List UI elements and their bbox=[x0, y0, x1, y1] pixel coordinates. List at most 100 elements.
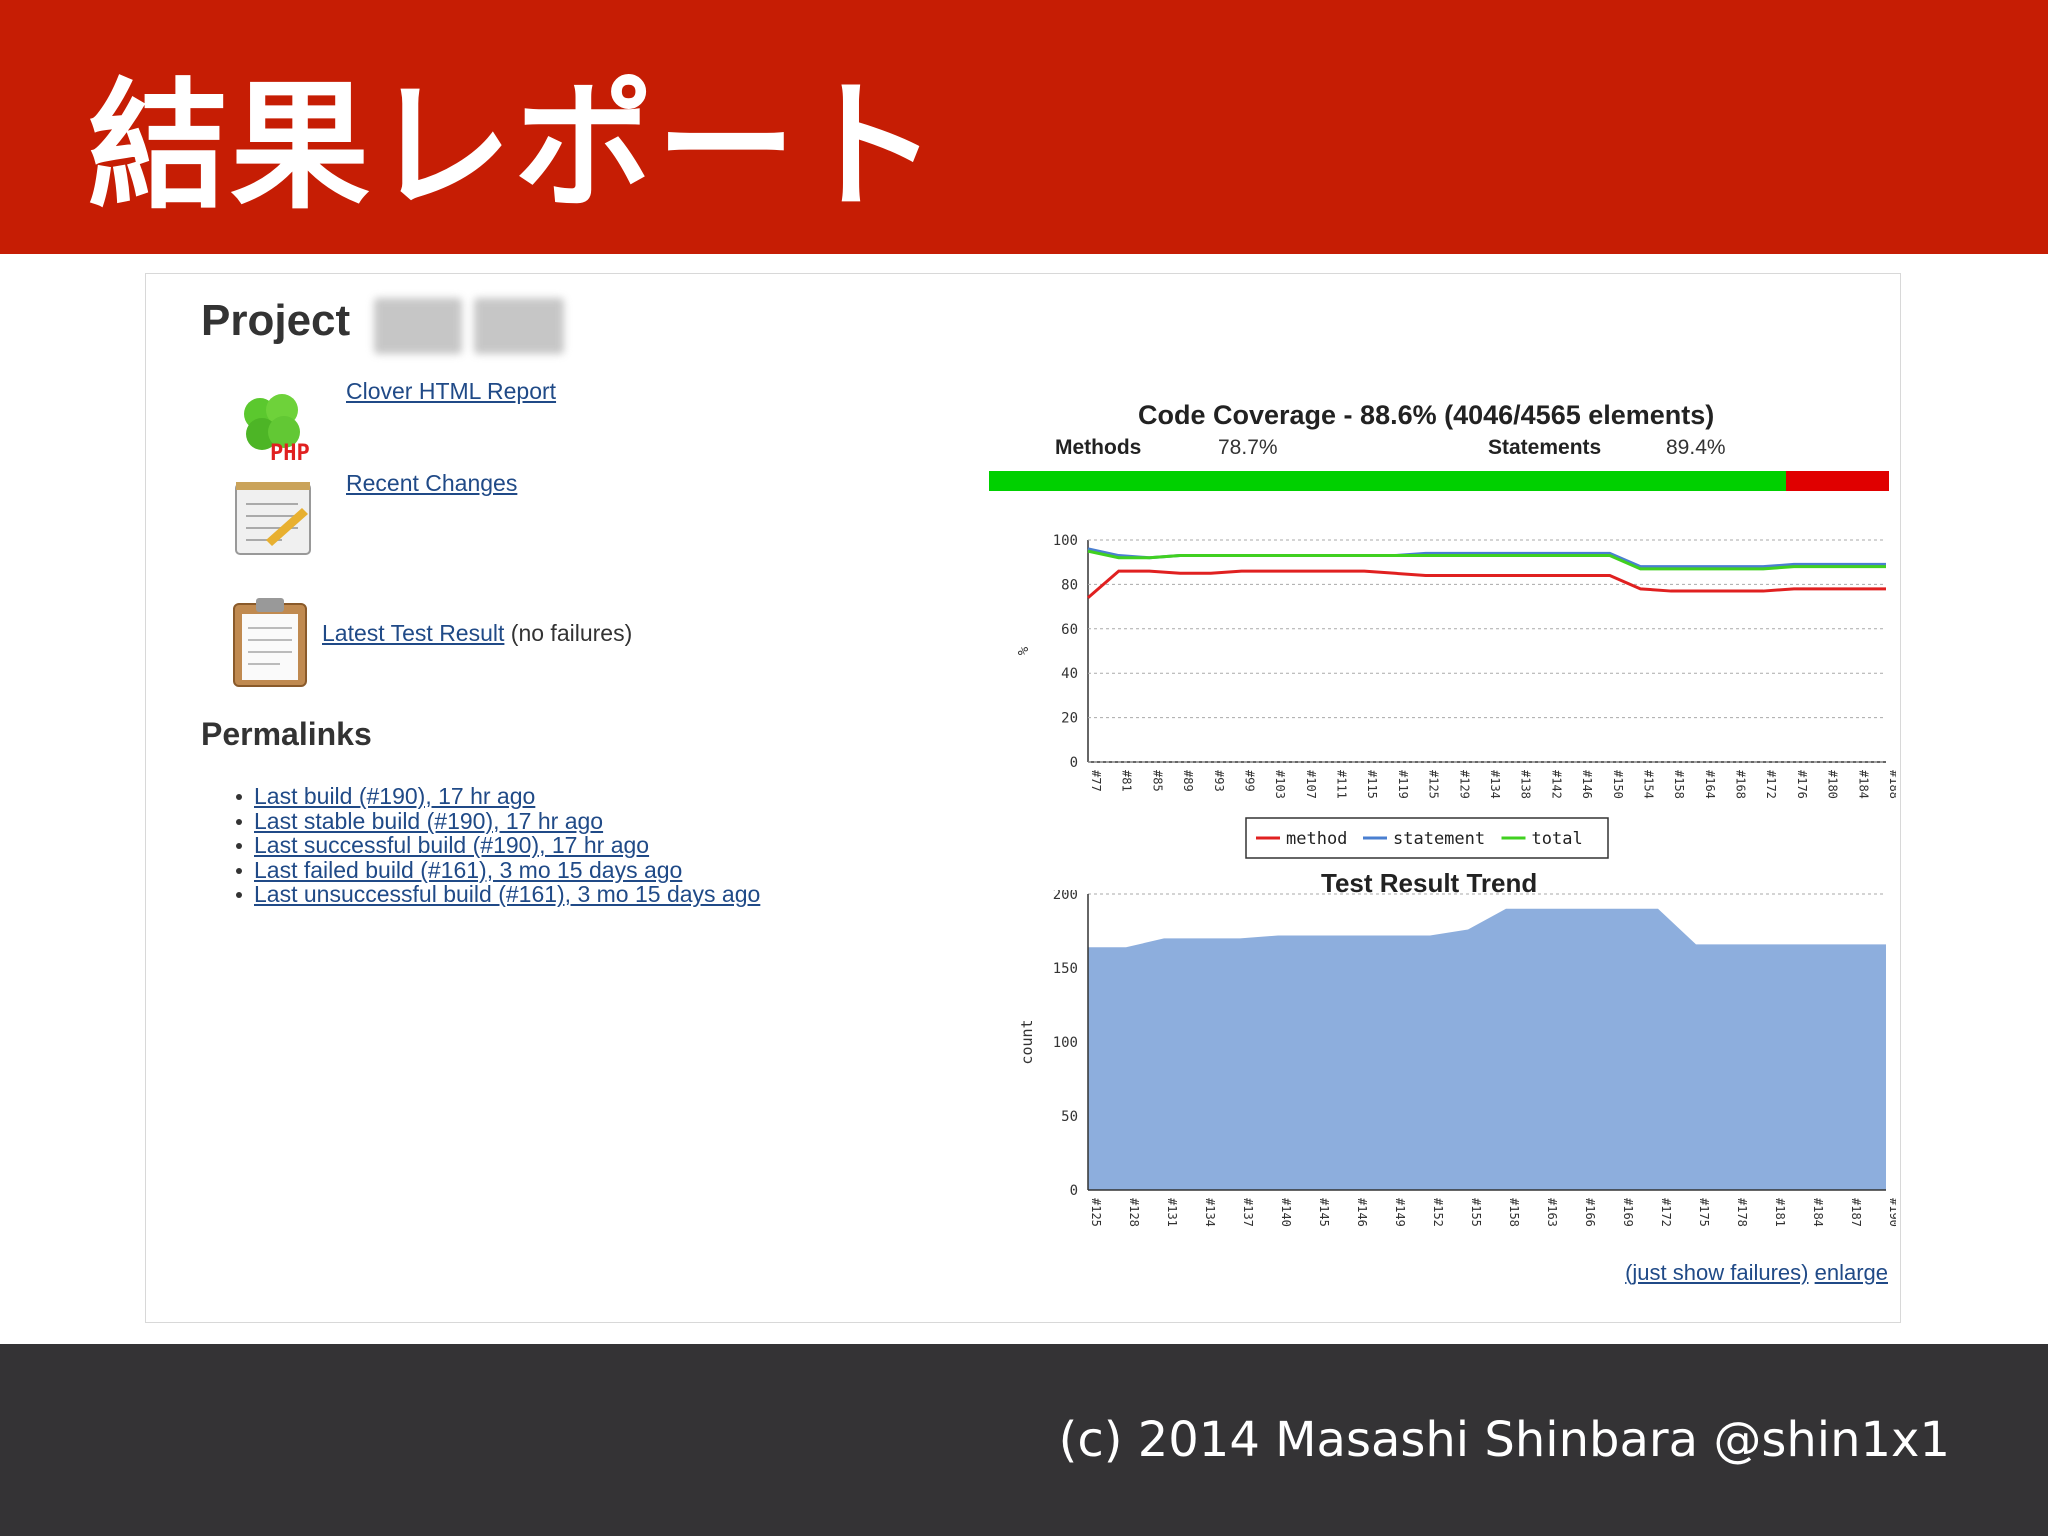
coverage-title: Code Coverage - 88.6% (4046/4565 element… bbox=[1138, 400, 1715, 430]
x-tick-label: #128 bbox=[1127, 1198, 1141, 1227]
redacted-project-name bbox=[374, 298, 462, 354]
x-tick-label: #152 bbox=[1431, 1198, 1445, 1227]
x-tick-label: #184 bbox=[1856, 770, 1870, 799]
y-tick-label: 200 bbox=[1053, 890, 1078, 903]
x-tick-label: #125 bbox=[1427, 770, 1441, 799]
y-tick-label: 60 bbox=[1061, 622, 1078, 638]
area-series bbox=[1088, 908, 1886, 1190]
permalink-item: Last build (#190), 17 hr ago bbox=[236, 784, 760, 809]
y-tick-label: 100 bbox=[1053, 533, 1078, 549]
x-tick-label: #115 bbox=[1365, 770, 1379, 799]
statements-label: Statements bbox=[1488, 436, 1602, 459]
x-tick-label: #125 bbox=[1089, 1198, 1103, 1227]
x-tick-label: #158 bbox=[1672, 770, 1686, 799]
legend-label-statement: statement bbox=[1393, 829, 1485, 849]
series-line-statement bbox=[1087, 547, 1886, 569]
y-tick-label: 150 bbox=[1053, 961, 1078, 977]
x-tick-label: #180 bbox=[1826, 770, 1840, 799]
x-tick-label: #142 bbox=[1549, 770, 1563, 799]
x-tick-label: #103 bbox=[1273, 770, 1287, 799]
clover-html-report-link[interactable]: Clover HTML Report bbox=[346, 378, 557, 404]
x-tick-label: #81 bbox=[1120, 770, 1134, 792]
permalink-last-failed-build[interactable]: Last failed build (#161), 3 mo 15 days a… bbox=[254, 856, 683, 883]
x-tick-label: #138 bbox=[1519, 770, 1533, 799]
notepad-icon[interactable] bbox=[232, 478, 316, 558]
x-tick-label: #119 bbox=[1396, 770, 1410, 799]
x-tick-label: #166 bbox=[1583, 1198, 1597, 1227]
statements-value: 89.4% bbox=[1666, 436, 1726, 459]
latest-test-status: (no failures) bbox=[510, 620, 633, 646]
test-result-trend-chart[interactable]: 0 50 100 150 200 count #125 #128 #131 #134 #137 #14… bbox=[986, 890, 1896, 1260]
permalinks-heading: Permalinks bbox=[201, 716, 372, 752]
x-tick-label: #184 bbox=[1811, 1198, 1825, 1227]
y-tick-label: 50 bbox=[1061, 1109, 1078, 1125]
x-tick-label: #146 bbox=[1355, 1198, 1369, 1227]
coverage-chart[interactable]: 0 20 40 60 80 100% #77 #81 #85 #89 #93 #99 #103 #107 #… bbox=[986, 502, 1896, 862]
just-show-failures-link[interactable]: (just show failures) bbox=[1625, 1260, 1809, 1285]
coverage-bar-covered bbox=[989, 471, 1786, 491]
coverage-bar-uncovered bbox=[1786, 471, 1889, 491]
enlarge-link[interactable]: enlarge bbox=[1814, 1260, 1888, 1285]
x-tick-label: #89 bbox=[1181, 770, 1195, 792]
x-tick-label: #131 bbox=[1165, 1198, 1179, 1227]
x-tick-label: #137 bbox=[1241, 1198, 1255, 1227]
x-tick-label: #93 bbox=[1212, 770, 1226, 792]
permalink-last-stable-build[interactable]: Last stable build (#190), 17 hr ago bbox=[254, 807, 604, 834]
methods-label: Methods bbox=[1055, 436, 1142, 459]
x-tick-label: #164 bbox=[1703, 770, 1717, 799]
permalink-item: Last failed build (#161), 3 mo 15 days a… bbox=[236, 856, 760, 883]
trend-title: Test Result Trend bbox=[1321, 868, 1538, 898]
x-tick-label: #145 bbox=[1317, 1198, 1331, 1227]
x-tick-label: #129 bbox=[1457, 770, 1471, 799]
x-tick-label: #140 bbox=[1279, 1198, 1293, 1227]
x-tick-label: #178 bbox=[1735, 1198, 1749, 1227]
x-tick-label: #85 bbox=[1150, 770, 1164, 792]
copyright-text: (c) 2014 Masashi Shinbara @shin1x1 bbox=[1058, 1412, 1950, 1468]
clover-php-icon[interactable]: PHP bbox=[230, 386, 320, 466]
x-tick-label: #134 bbox=[1488, 770, 1502, 799]
series-line-total bbox=[1087, 549, 1886, 571]
x-tick-label: #172 bbox=[1659, 1198, 1673, 1227]
permalink-last-build[interactable]: Last build (#190), 17 hr ago bbox=[254, 783, 536, 809]
x-tick-label: #146 bbox=[1580, 770, 1594, 799]
x-tick-label: #181 bbox=[1773, 1198, 1787, 1227]
x-tick-label: #158 bbox=[1507, 1198, 1521, 1227]
x-tick-label: #154 bbox=[1641, 770, 1655, 799]
latest-test-result-link[interactable]: Latest Test Result bbox=[322, 620, 505, 646]
legend-label-total: total bbox=[1532, 829, 1583, 849]
x-tick-label: #77 bbox=[1089, 770, 1103, 792]
recent-changes-link[interactable]: Recent Changes bbox=[346, 470, 518, 496]
y-tick-label: 40 bbox=[1061, 666, 1078, 682]
permalink-list: Last build (#190), 17 hr ago Last stable… bbox=[236, 784, 760, 907]
permalink-item: Last successful build (#190), 17 hr ago bbox=[236, 833, 760, 858]
y-tick-label: 0 bbox=[1070, 1183, 1078, 1199]
x-tick-label: #169 bbox=[1621, 1198, 1635, 1227]
x-tick-label: #99 bbox=[1242, 770, 1256, 792]
y-tick-label: 100 bbox=[1053, 1035, 1078, 1051]
slide-header: 結果レポート bbox=[0, 0, 2048, 254]
y-tick-label: 80 bbox=[1061, 577, 1078, 593]
latest-test-result-row: Latest Test Result (no failures) bbox=[322, 620, 632, 647]
php-badge-text: PHP bbox=[270, 441, 310, 466]
y-tick-label: 20 bbox=[1061, 711, 1078, 727]
clipboard-icon[interactable] bbox=[230, 596, 310, 688]
trend-links: (just show failures) enlarge bbox=[1625, 1260, 1888, 1286]
permalink-last-unsuccessful-build[interactable]: Last unsuccessful build (#161), 3 mo 15 … bbox=[254, 881, 761, 907]
permalink-last-successful-build[interactable]: Last successful build (#190), 17 hr ago bbox=[254, 832, 650, 858]
x-tick-label: #163 bbox=[1545, 1198, 1559, 1227]
y-axis-label: % bbox=[1016, 646, 1032, 655]
permalink-item: Last stable build (#190), 17 hr ago bbox=[236, 807, 760, 834]
slide-footer: (c) 2014 Masashi Shinbara @shin1x1 bbox=[0, 1344, 2048, 1536]
x-tick-label: #176 bbox=[1795, 770, 1809, 799]
x-tick-label: #149 bbox=[1393, 1198, 1407, 1227]
x-tick-label: #134 bbox=[1203, 1198, 1217, 1227]
x-tick-label: #155 bbox=[1469, 1198, 1483, 1227]
x-tick-label: #150 bbox=[1611, 770, 1625, 799]
redacted-project-name-2 bbox=[474, 298, 564, 354]
slide-title: 結果レポート bbox=[88, 66, 941, 229]
x-tick-label: #168 bbox=[1734, 770, 1748, 799]
project-title: Project bbox=[201, 296, 351, 345]
y-tick-label: 0 bbox=[1070, 755, 1078, 771]
legend-label-method: method bbox=[1286, 829, 1347, 849]
x-tick-label: #175 bbox=[1697, 1198, 1711, 1227]
